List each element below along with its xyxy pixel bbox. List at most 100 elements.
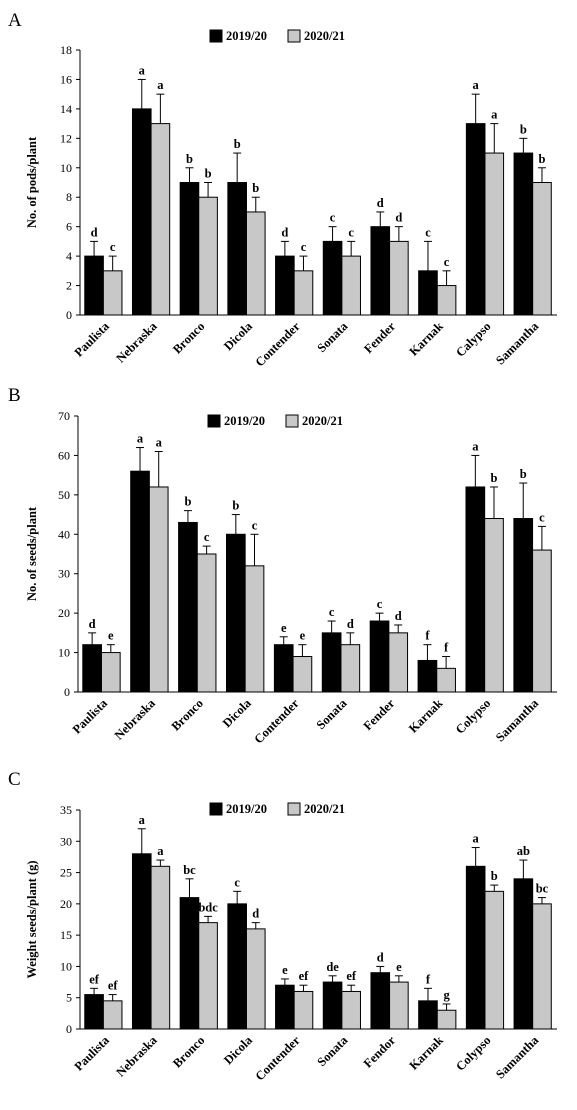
bar-2019-20: [275, 255, 295, 316]
significance-label: b: [520, 122, 527, 136]
bar-2020-21: [148, 486, 169, 693]
significance-label: a: [157, 78, 164, 92]
bar-2020-21: [102, 1000, 123, 1030]
bar-2020-21: [484, 152, 505, 316]
category-label: Samantha: [493, 1033, 542, 1082]
significance-label: a: [472, 439, 479, 453]
significance-label: bdc: [198, 900, 218, 914]
y-tick-label: 18: [60, 43, 72, 57]
bar-2020-21: [484, 890, 505, 1030]
significance-label: e: [281, 621, 287, 635]
category-label: Fender: [361, 319, 398, 356]
significance-label: ef: [346, 969, 357, 983]
category-label: Paulista: [72, 1033, 113, 1074]
significance-label: d: [89, 617, 96, 631]
significance-label: c: [329, 605, 335, 619]
significance-label: c: [204, 530, 210, 544]
y-tick-label: 14: [60, 102, 72, 116]
bar-2019-20: [370, 972, 391, 1030]
bar-2020-21: [245, 211, 266, 316]
category-label: Fender: [361, 696, 398, 733]
legend-swatch-2020-21: [287, 29, 301, 43]
panel-letter: A: [8, 10, 22, 31]
significance-label: e: [282, 963, 288, 977]
y-tick-label: 15: [60, 928, 72, 942]
significance-label: ef: [108, 979, 119, 993]
bar-2019-20: [273, 644, 294, 693]
bar-2020-21: [196, 553, 217, 693]
category-label: Paulista: [70, 696, 111, 737]
bar-2019-20: [418, 270, 438, 316]
bar-2019-20: [131, 853, 152, 1030]
significance-label: c: [377, 597, 383, 611]
significance-label: c: [348, 225, 354, 239]
bar-2019-20: [178, 521, 198, 693]
category-label: Bronco: [170, 1033, 207, 1070]
bar-2020-21: [436, 1009, 457, 1030]
significance-label: a: [473, 832, 480, 846]
bar-2020-21: [150, 123, 171, 316]
category-label: Dicola: [221, 319, 255, 353]
significance-label: f: [425, 629, 430, 643]
significance-label: a: [156, 435, 163, 449]
legend-label-2019-20: 2019/20: [224, 414, 265, 428]
y-tick-label: 10: [58, 646, 70, 660]
bar-2019-20: [275, 984, 295, 1030]
bar-2019-20: [225, 533, 246, 693]
y-tick-label: 20: [60, 897, 72, 911]
panel-letter: B: [8, 385, 21, 406]
bar-2020-21: [389, 981, 409, 1030]
category-label: Karnak: [406, 1033, 445, 1072]
y-tick-label: 4: [66, 249, 72, 263]
significance-label: g: [443, 988, 450, 1002]
bar-2020-21: [532, 903, 552, 1030]
significance-label: d: [281, 225, 288, 239]
category-label: Contender: [251, 696, 301, 746]
y-tick-label: 5: [66, 991, 72, 1005]
significance-label: a: [157, 844, 164, 858]
significance-label: c: [330, 211, 336, 225]
legend-label-2020-21: 2020/21: [304, 802, 345, 816]
legend-swatch-2020-21: [287, 802, 301, 816]
bar-2019-20: [227, 903, 247, 1030]
bar-2019-20: [513, 518, 534, 693]
significance-label: c: [252, 518, 258, 532]
y-tick-label: 2: [66, 279, 72, 293]
category-label: Colypso: [453, 696, 493, 736]
y-tick-label: 25: [60, 866, 72, 880]
bar-2020-21: [293, 270, 314, 316]
bar-2020-21: [198, 196, 218, 316]
significance-label: c: [444, 255, 450, 269]
significance-label: de: [326, 960, 339, 974]
significance-label: a: [491, 108, 498, 122]
category-label: Sonata: [315, 319, 351, 355]
significance-label: d: [252, 907, 259, 921]
category-label: Samantha: [493, 319, 542, 368]
bar-2020-21: [340, 644, 361, 693]
significance-label: b: [252, 181, 259, 195]
significance-label: d: [347, 617, 354, 631]
significance-label: c: [425, 225, 431, 239]
bar-2020-21: [436, 285, 457, 316]
significance-label: b: [491, 471, 498, 485]
significance-label: e: [108, 629, 114, 643]
category-label: Colypso: [453, 1033, 493, 1073]
significance-label: b: [184, 495, 191, 509]
significance-label: b: [491, 869, 498, 883]
category-label: Samantha: [493, 696, 542, 745]
bar-2019-20: [179, 182, 200, 316]
significance-label: b: [205, 167, 212, 181]
category-label: Contender: [253, 1033, 303, 1083]
bar-2019-20: [131, 108, 152, 316]
y-tick-label: 40: [58, 527, 70, 541]
bar-2019-20: [465, 865, 486, 1030]
y-tick-label: 50: [58, 488, 70, 502]
y-tick-label: 60: [58, 448, 70, 462]
significance-label: f: [444, 641, 449, 655]
y-tick-label: 6: [66, 220, 72, 234]
y-tick-label: 10: [60, 959, 72, 973]
bar-2019-20: [84, 994, 104, 1030]
bar-2019-20: [84, 255, 104, 316]
bar-2019-20: [370, 226, 391, 316]
